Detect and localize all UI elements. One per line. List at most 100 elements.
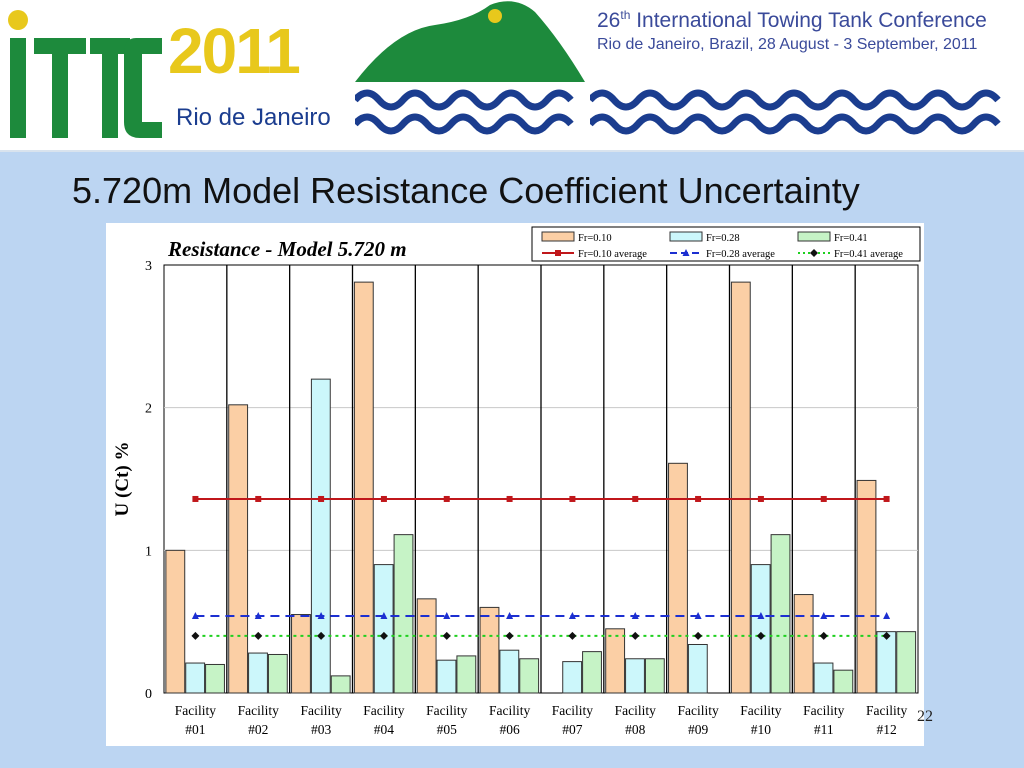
x-tick-label: Facility: [866, 703, 907, 718]
chart-title: Resistance - Model 5.720 m: [167, 237, 407, 261]
average-marker: [631, 631, 640, 640]
average-marker: [568, 611, 576, 619]
logo-letter-t2-stem: [102, 38, 118, 138]
x-tick-label: Facility: [677, 703, 718, 718]
average-marker: [380, 495, 387, 502]
average-marker: [317, 611, 325, 619]
conference-details: Rio de Janeiro, Brazil, 28 August - 3 Se…: [597, 36, 978, 53]
average-marker: [820, 611, 828, 619]
x-tick-label: Facility: [363, 703, 404, 718]
legend-label: Fr=0.10 average: [578, 249, 647, 260]
bar-fr028: [373, 564, 394, 694]
legend-swatch: [669, 231, 703, 242]
bar-fr010: [228, 404, 249, 694]
x-tick-label: #05: [437, 722, 458, 737]
logo-letter-t1-stem: [52, 38, 68, 138]
legend-label: Fr=0.28: [706, 233, 740, 244]
bar-fr010: [605, 628, 626, 694]
y-tick-label: 0: [145, 687, 152, 702]
legend-label: Fr=0.41 average: [834, 249, 903, 260]
y-tick-label: 3: [145, 259, 152, 274]
bar-fr010: [479, 606, 500, 694]
logo-year: 2011: [168, 15, 301, 87]
bar-fr010: [416, 598, 437, 694]
x-tick-label: Facility: [552, 703, 593, 718]
bar-fr010: [793, 594, 814, 694]
average-marker: [317, 631, 326, 640]
legend-marker: [682, 249, 690, 256]
x-tick-label: #04: [374, 722, 395, 737]
y-axis-label: U (Ct) %: [112, 442, 133, 517]
bar-fr028: [499, 649, 520, 694]
wave-3: [590, 89, 1001, 111]
x-tick-label: Facility: [615, 703, 656, 718]
conference-ordinal: 26: [597, 9, 621, 32]
average-marker: [695, 495, 702, 502]
bar-fr028: [750, 564, 771, 694]
x-tick-label: #07: [562, 722, 583, 737]
average-marker: [694, 611, 702, 619]
average-marker: [820, 495, 827, 502]
average-marker: [254, 631, 263, 640]
average-marker: [254, 611, 262, 619]
x-tick-label: #10: [751, 722, 772, 737]
bar-fr010: [856, 479, 877, 694]
x-tick-label: Facility: [489, 703, 530, 718]
x-tick-label: Facility: [740, 703, 781, 718]
wave-1: [355, 89, 574, 111]
bar-fr010: [353, 281, 374, 694]
x-tick-label: Facility: [238, 703, 279, 718]
bar-fr010: [730, 281, 751, 694]
sun-dot: [488, 9, 502, 23]
bar-fr028: [813, 662, 834, 694]
bar-fr028: [625, 658, 645, 694]
logo-city: Rio de Janeiro: [176, 104, 331, 131]
sugarloaf-waves-graphic: [355, 1, 585, 135]
x-tick-label: Facility: [300, 703, 341, 718]
logo-letter-i: [10, 38, 26, 138]
conference-banner: 2011 Rio de Janeiro 26th International T…: [0, 0, 1024, 152]
y-tick-label: 2: [145, 402, 152, 417]
legend-swatch: [541, 231, 575, 242]
legend-box: [531, 226, 921, 262]
logo-letter-c: [124, 38, 162, 138]
legend-label: Fr=0.28 average: [706, 249, 775, 260]
wave-2: [355, 113, 574, 135]
conference-title: International Towing Tank Conference: [630, 9, 987, 32]
average-marker: [443, 495, 450, 502]
x-tick-label: Facility: [803, 703, 844, 718]
bar-fr010: [291, 614, 311, 694]
legend-label: Fr=0.10: [578, 233, 612, 244]
bar-fr028: [687, 643, 708, 694]
bar-fr041: [582, 651, 602, 694]
page-number: 22: [917, 708, 933, 725]
conference-name: 26th International Towing Tank Conferenc…: [597, 8, 987, 33]
mountain-shape: [355, 1, 585, 83]
average-marker: [757, 611, 765, 619]
legend-swatch: [797, 231, 831, 242]
bar-fr041: [770, 534, 791, 694]
conference-ordinal-suffix: th: [620, 8, 631, 22]
x-tick-label: #03: [311, 722, 332, 737]
wave-4: [590, 113, 1001, 135]
average-marker: [569, 495, 576, 502]
average-marker: [694, 631, 703, 640]
x-tick-label: Facility: [426, 703, 467, 718]
banner-waves-right: [590, 89, 1001, 135]
bar-fr028: [310, 378, 331, 694]
average-marker: [379, 631, 388, 640]
bar-fr041: [833, 669, 854, 694]
x-tick-label: Facility: [175, 703, 216, 718]
slide-title: 5.720m Model Resistance Coefficient Unce…: [72, 170, 860, 211]
average-marker: [443, 611, 451, 619]
x-tick-label: #12: [876, 722, 896, 737]
average-marker: [191, 611, 199, 619]
average-marker: [883, 495, 890, 502]
average-marker: [192, 495, 199, 502]
bar-fr041: [644, 658, 665, 694]
resistance-bar-chart: 0 1 2 3 Facility #01 Facility #02 Facility #03 Fac…: [112, 226, 921, 737]
average-marker: [506, 611, 514, 619]
bar-fr041: [519, 658, 540, 694]
average-marker: [631, 611, 639, 619]
x-tick-label: #02: [248, 722, 268, 737]
